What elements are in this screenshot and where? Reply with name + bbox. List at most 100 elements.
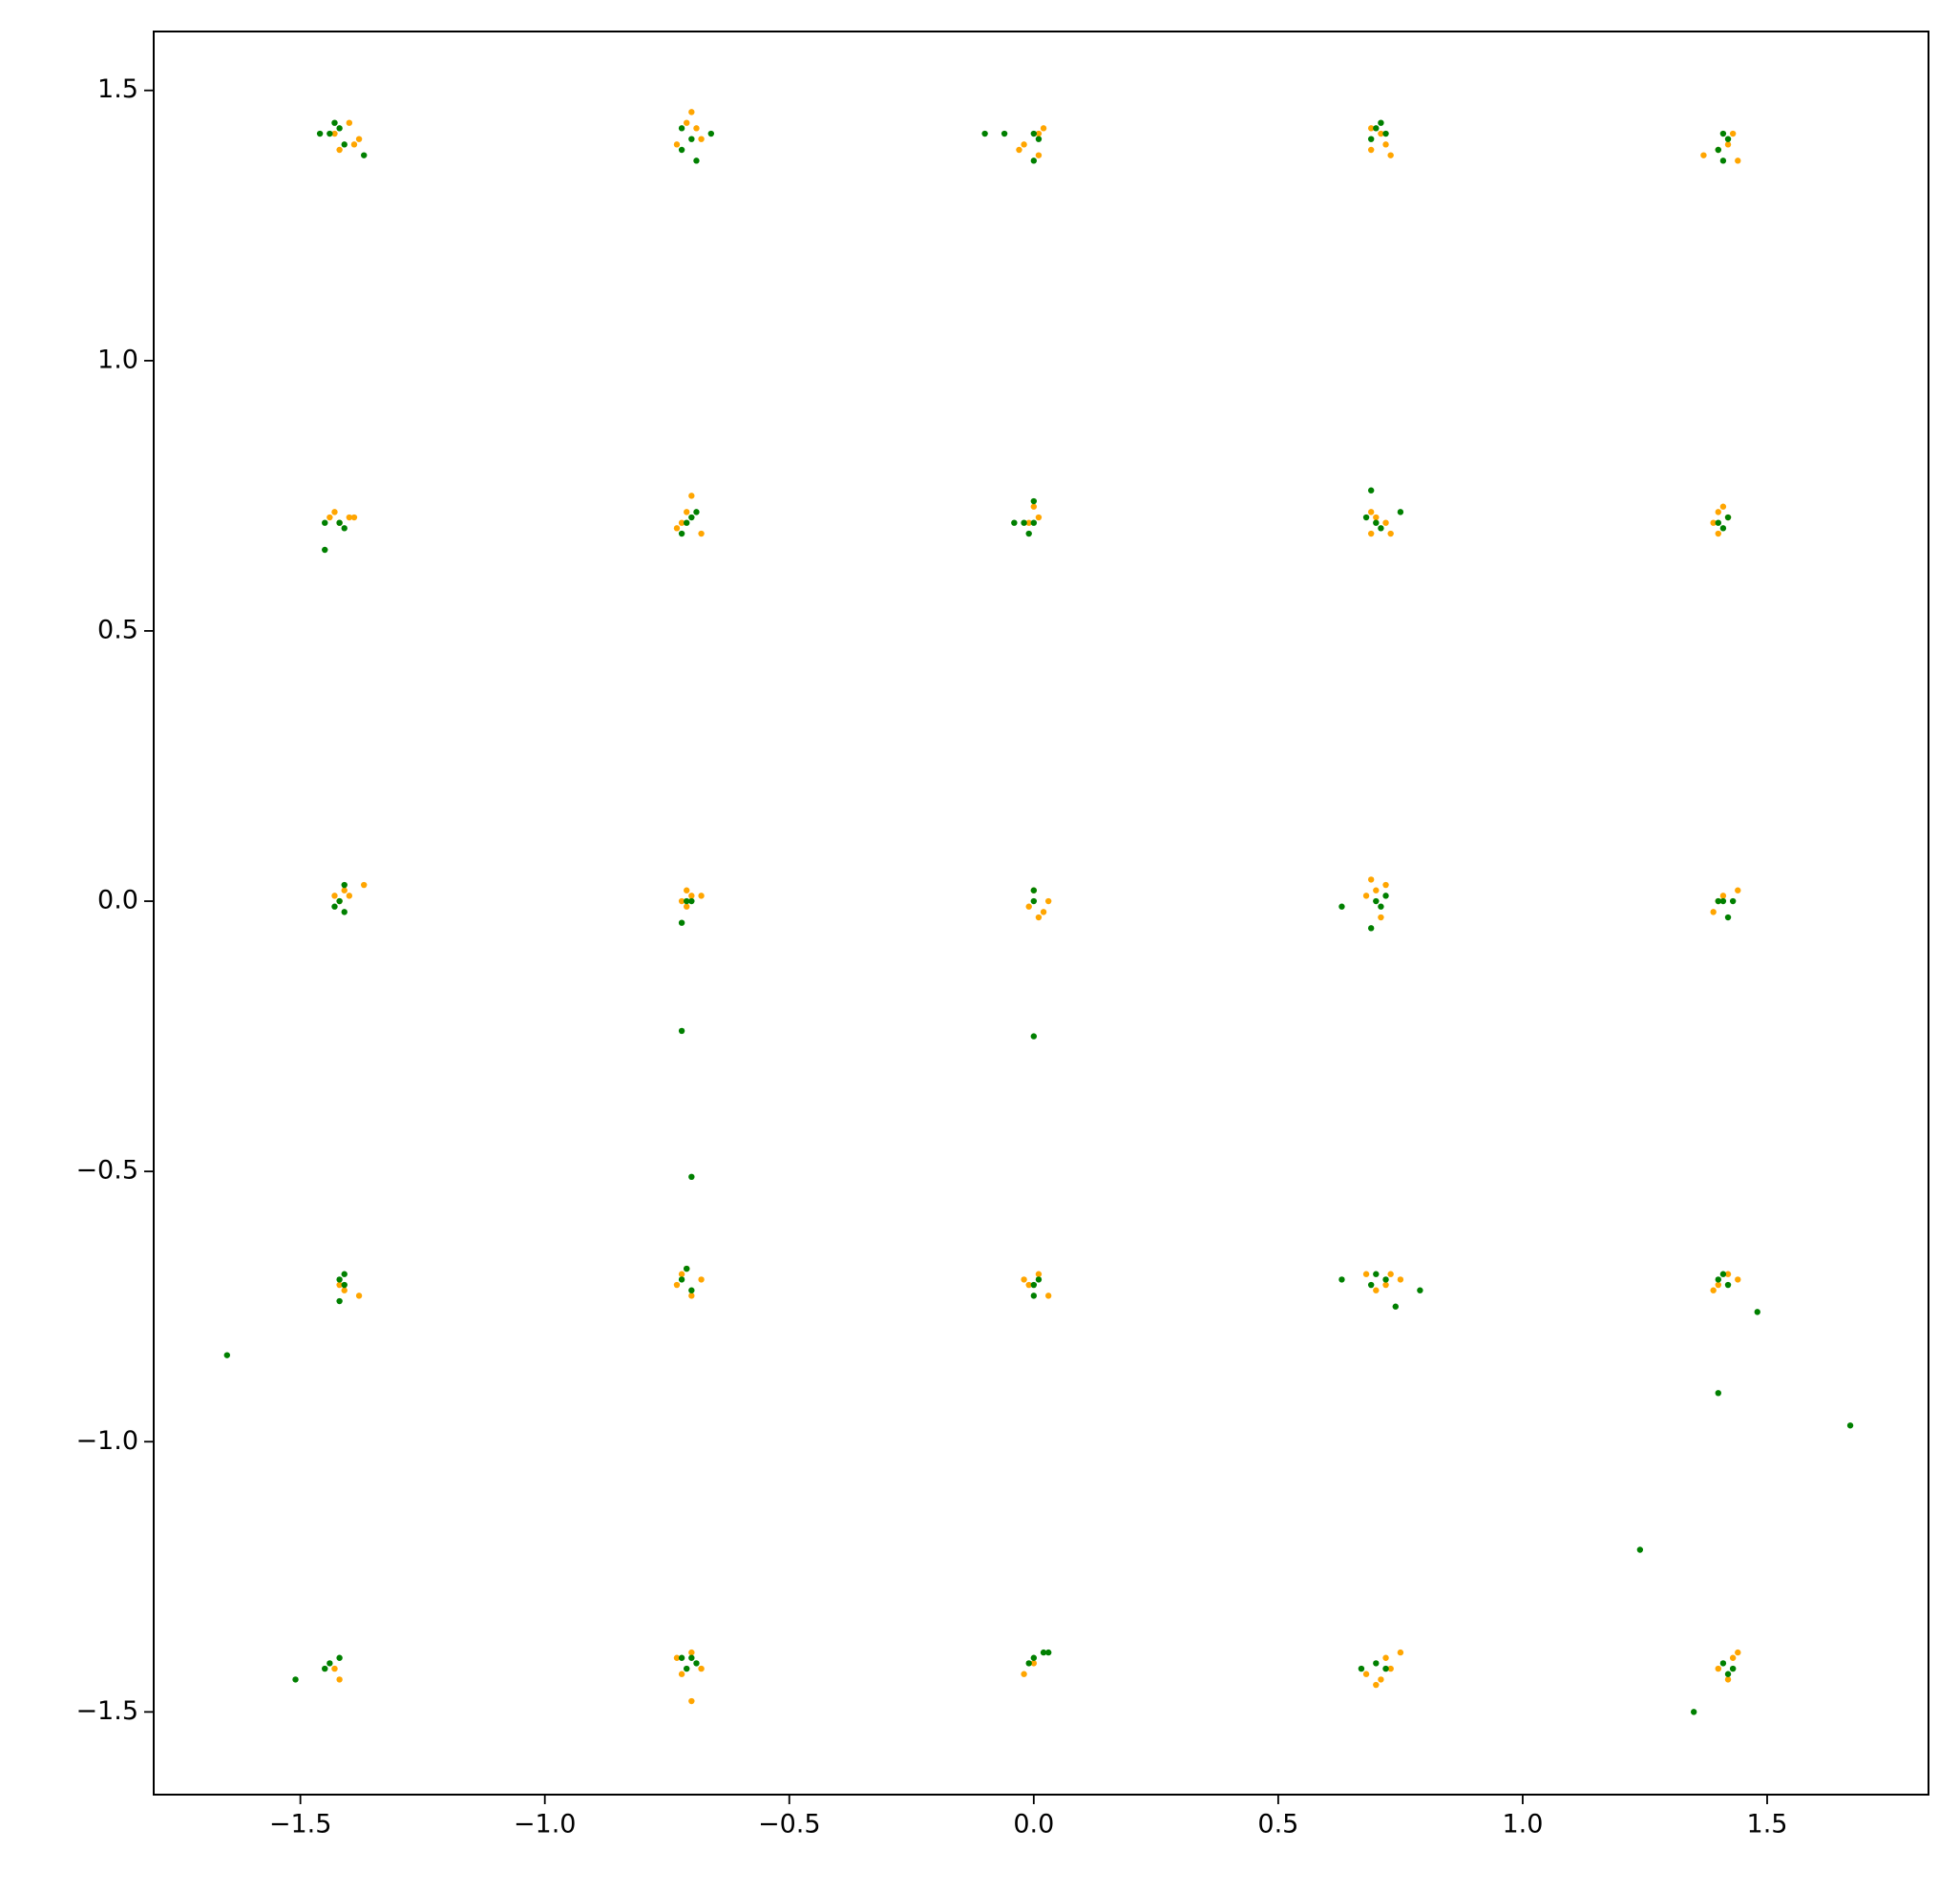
point xyxy=(688,1654,695,1661)
point xyxy=(673,1654,681,1661)
point xyxy=(1367,925,1375,932)
point xyxy=(331,119,338,126)
point xyxy=(684,119,690,126)
point xyxy=(684,1265,690,1272)
point xyxy=(355,1293,363,1299)
point xyxy=(1030,1033,1038,1040)
point xyxy=(693,1660,700,1667)
point xyxy=(322,519,328,526)
point xyxy=(693,125,700,132)
y-tick-label: −0.5 xyxy=(75,1156,138,1186)
point xyxy=(1710,1287,1717,1293)
point xyxy=(1700,152,1707,158)
point xyxy=(1846,1422,1854,1429)
x-tick-label: −1.5 xyxy=(269,1810,332,1839)
point xyxy=(1719,525,1727,532)
point xyxy=(1724,914,1732,921)
point xyxy=(1373,1660,1380,1667)
point xyxy=(350,141,358,148)
point xyxy=(678,125,685,132)
x-tick-label: 1.0 xyxy=(1502,1810,1543,1839)
point xyxy=(688,493,695,499)
point xyxy=(1690,1709,1697,1715)
point xyxy=(1754,1309,1760,1315)
point xyxy=(1735,1649,1741,1656)
plot-frame xyxy=(153,31,1929,1796)
point xyxy=(1715,146,1721,154)
point xyxy=(1397,1276,1404,1283)
point xyxy=(1030,897,1038,905)
point xyxy=(1724,1671,1732,1677)
point xyxy=(678,530,685,537)
point xyxy=(1021,1276,1027,1283)
point xyxy=(1035,136,1043,142)
point xyxy=(673,141,681,148)
point xyxy=(1021,519,1027,526)
point xyxy=(698,1276,705,1283)
point xyxy=(1338,1276,1345,1283)
y-tick-label: 1.0 xyxy=(97,345,138,374)
point xyxy=(1719,1660,1727,1667)
point xyxy=(327,514,333,521)
point xyxy=(1719,897,1727,905)
point xyxy=(1387,530,1394,537)
y-tick-label: 1.5 xyxy=(97,74,138,104)
point xyxy=(1044,1293,1052,1299)
point xyxy=(1729,897,1737,905)
point xyxy=(1378,119,1384,126)
point xyxy=(678,1027,685,1035)
point xyxy=(688,514,695,521)
point xyxy=(1367,136,1375,142)
point xyxy=(1382,1281,1389,1289)
point xyxy=(1367,876,1375,883)
point xyxy=(1724,1281,1732,1289)
point xyxy=(688,893,695,899)
point xyxy=(1729,1665,1737,1672)
point xyxy=(331,1665,338,1672)
point xyxy=(1025,519,1032,526)
point xyxy=(1040,1649,1047,1656)
point xyxy=(1035,914,1043,921)
point xyxy=(684,897,690,905)
point xyxy=(1382,881,1389,889)
point xyxy=(678,1276,685,1283)
point xyxy=(1378,525,1384,532)
point xyxy=(1358,1665,1365,1672)
point xyxy=(1729,130,1737,137)
point xyxy=(688,109,695,116)
point xyxy=(336,1297,343,1305)
point xyxy=(1392,1303,1399,1310)
point xyxy=(350,514,358,521)
point xyxy=(1030,519,1038,526)
point xyxy=(678,519,685,526)
point xyxy=(693,158,700,164)
point xyxy=(1382,1654,1389,1661)
point xyxy=(1030,497,1038,505)
point xyxy=(1378,903,1384,910)
point xyxy=(1719,503,1727,510)
point xyxy=(673,1281,681,1289)
point xyxy=(1030,1293,1038,1299)
point xyxy=(1382,130,1389,137)
point xyxy=(1040,909,1047,915)
point xyxy=(292,1676,299,1683)
point xyxy=(336,1676,343,1683)
point xyxy=(1044,897,1052,905)
point xyxy=(1035,152,1043,158)
point xyxy=(1001,130,1008,137)
point xyxy=(1035,1276,1043,1283)
point xyxy=(341,881,348,889)
point xyxy=(341,525,348,532)
point xyxy=(1016,146,1022,154)
point xyxy=(1724,1271,1732,1277)
point xyxy=(981,130,988,137)
point xyxy=(1025,530,1032,537)
point xyxy=(336,897,343,905)
point xyxy=(1735,1276,1741,1283)
point xyxy=(1387,1271,1394,1277)
point xyxy=(1035,1271,1043,1277)
point xyxy=(673,525,681,532)
point xyxy=(1338,903,1345,910)
point xyxy=(1382,893,1389,899)
